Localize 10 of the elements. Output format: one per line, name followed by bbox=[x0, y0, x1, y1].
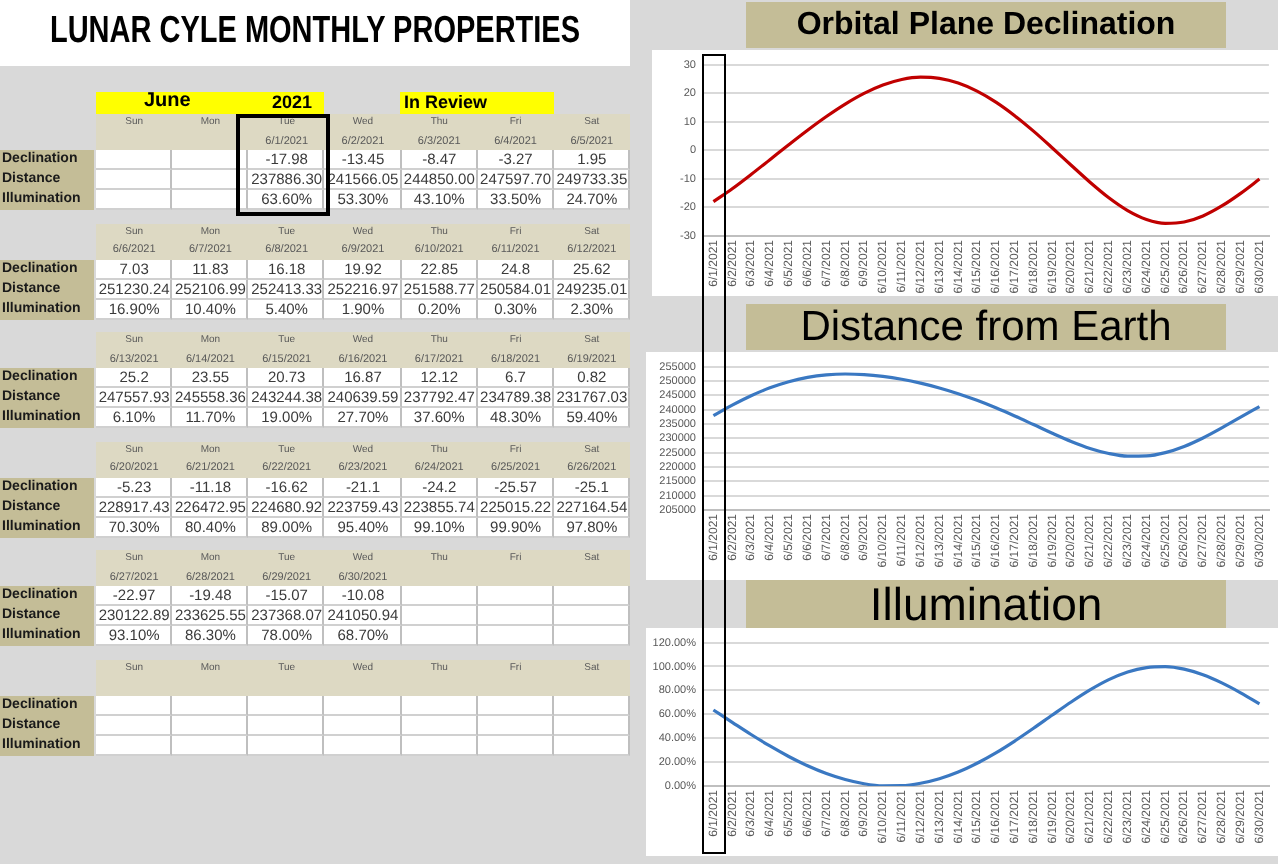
line-series bbox=[711, 372, 1262, 458]
text: LUNAR CYLE MONTHLY PROPERTIES bbox=[47, 10, 583, 56]
text: In Review bbox=[404, 90, 488, 114]
text: June bbox=[144, 90, 191, 114]
chart-title: Illumination bbox=[746, 578, 1226, 630]
chart-title: Orbital Plane Declination bbox=[746, 2, 1226, 48]
line-series bbox=[711, 75, 1262, 225]
chart-title: Distance from Earth bbox=[746, 304, 1226, 350]
text: 2021 bbox=[272, 90, 313, 114]
line-series bbox=[711, 665, 1262, 786]
